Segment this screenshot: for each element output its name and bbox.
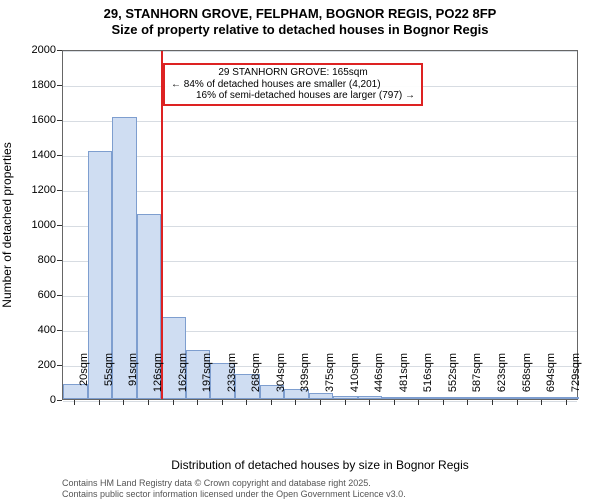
x-tick-label: 729sqm: [570, 353, 582, 408]
x-tick-mark: [345, 400, 346, 405]
annotation-line-3: 16% of semi-detached houses are larger (…: [171, 90, 415, 102]
x-tick-label: 623sqm: [496, 353, 508, 408]
x-tick-label: 91sqm: [127, 353, 139, 408]
y-tick-label: 200: [0, 359, 56, 371]
x-tick-label: 694sqm: [545, 353, 557, 408]
x-tick-label: 20sqm: [78, 353, 90, 408]
x-tick-mark: [369, 400, 370, 405]
x-tick-mark: [492, 400, 493, 405]
y-tick-mark: [57, 365, 62, 366]
chart-container: 29, STANHORN GROVE, FELPHAM, BOGNOR REGI…: [0, 0, 600, 500]
annotation-line-1: 29 STANHORN GROVE: 165sqm: [171, 67, 415, 79]
x-tick-mark: [443, 400, 444, 405]
x-tick-label: 587sqm: [471, 353, 483, 408]
annotation-box: 29 STANHORN GROVE: 165sqm← 84% of detach…: [163, 63, 423, 106]
x-tick-label: 552sqm: [447, 353, 459, 408]
x-tick-mark: [541, 400, 542, 405]
y-tick-mark: [57, 85, 62, 86]
x-tick-mark: [394, 400, 395, 405]
x-tick-mark: [222, 400, 223, 405]
y-tick-label: 1800: [0, 79, 56, 91]
x-tick-label: 233sqm: [226, 353, 238, 408]
x-tick-label: 516sqm: [422, 353, 434, 408]
x-tick-mark: [246, 400, 247, 405]
x-tick-mark: [566, 400, 567, 405]
x-tick-mark: [197, 400, 198, 405]
x-tick-label: 375sqm: [324, 353, 336, 408]
x-tick-mark: [271, 400, 272, 405]
y-tick-label: 1400: [0, 149, 56, 161]
y-tick-mark: [57, 225, 62, 226]
gridline: [63, 156, 577, 157]
plot-area: 29 STANHORN GROVE: 165sqm← 84% of detach…: [62, 50, 578, 400]
x-tick-label: 197sqm: [201, 353, 213, 408]
x-tick-mark: [148, 400, 149, 405]
gridline: [63, 191, 577, 192]
x-tick-label: 658sqm: [521, 353, 533, 408]
y-tick-label: 1200: [0, 184, 56, 196]
x-tick-label: 481sqm: [398, 353, 410, 408]
x-tick-label: 126sqm: [152, 353, 164, 408]
x-tick-label: 304sqm: [275, 353, 287, 408]
y-tick-label: 0: [0, 394, 56, 406]
x-tick-label: 268sqm: [250, 353, 262, 408]
title-line-1: 29, STANHORN GROVE, FELPHAM, BOGNOR REGI…: [0, 6, 600, 22]
y-tick-label: 400: [0, 324, 56, 336]
x-tick-mark: [123, 400, 124, 405]
x-tick-label: 410sqm: [349, 353, 361, 408]
x-tick-mark: [418, 400, 419, 405]
y-tick-mark: [57, 155, 62, 156]
y-tick-label: 1600: [0, 114, 56, 126]
y-tick-mark: [57, 260, 62, 261]
y-tick-mark: [57, 330, 62, 331]
x-tick-label: 339sqm: [299, 353, 311, 408]
y-tick-mark: [57, 295, 62, 296]
footer-note: Contains HM Land Registry data © Crown c…: [62, 478, 406, 501]
x-tick-mark: [467, 400, 468, 405]
x-tick-mark: [173, 400, 174, 405]
x-tick-mark: [74, 400, 75, 405]
chart-title: 29, STANHORN GROVE, FELPHAM, BOGNOR REGI…: [0, 0, 600, 39]
gridline: [63, 51, 577, 52]
y-tick-label: 800: [0, 254, 56, 266]
footer-line-1: Contains HM Land Registry data © Crown c…: [62, 478, 406, 489]
y-tick-label: 2000: [0, 44, 56, 56]
title-line-2: Size of property relative to detached ho…: [0, 22, 600, 38]
y-tick-label: 600: [0, 289, 56, 301]
x-tick-mark: [99, 400, 100, 405]
y-tick-mark: [57, 50, 62, 51]
x-tick-label: 55sqm: [103, 353, 115, 408]
x-tick-mark: [517, 400, 518, 405]
x-tick-label: 446sqm: [373, 353, 385, 408]
y-tick-label: 1000: [0, 219, 56, 231]
y-tick-mark: [57, 190, 62, 191]
x-axis-label: Distribution of detached houses by size …: [62, 458, 578, 472]
annotation-line-2: ← 84% of detached houses are smaller (4,…: [171, 79, 415, 91]
x-tick-mark: [320, 400, 321, 405]
gridline: [63, 121, 577, 122]
y-tick-mark: [57, 400, 62, 401]
x-tick-label: 162sqm: [177, 353, 189, 408]
y-tick-mark: [57, 120, 62, 121]
footer-line-2: Contains public sector information licen…: [62, 489, 406, 500]
x-tick-mark: [295, 400, 296, 405]
